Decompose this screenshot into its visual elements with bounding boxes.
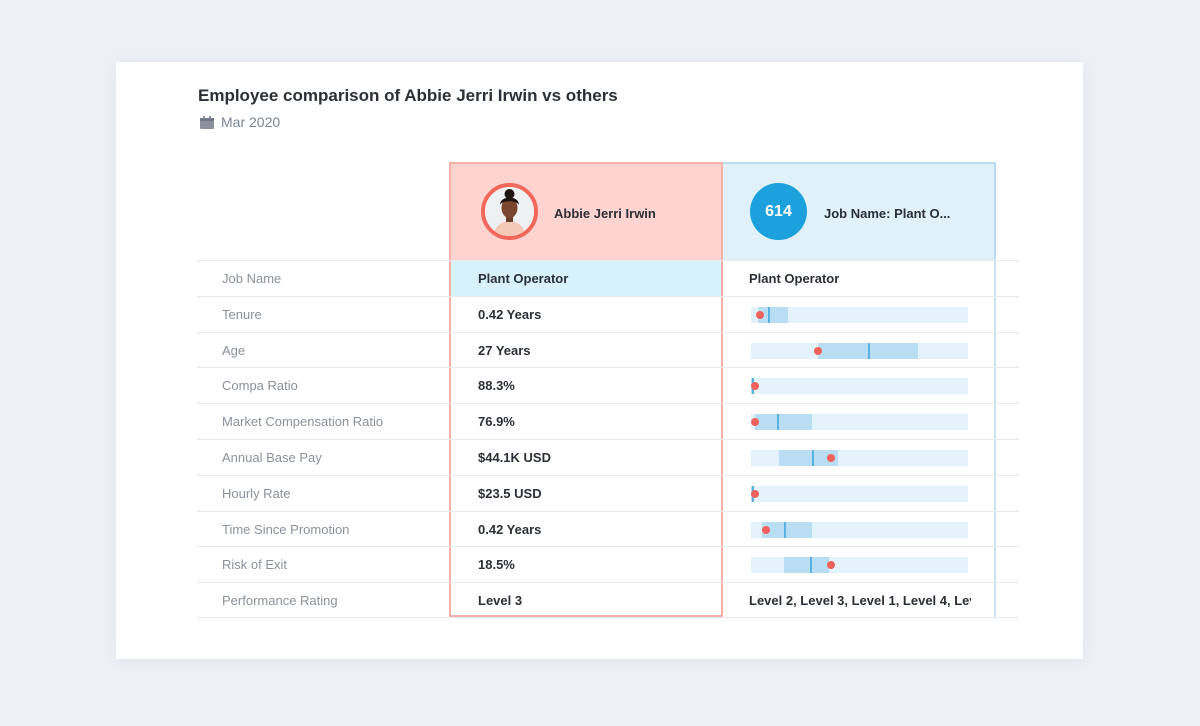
calendar-icon: [200, 115, 214, 129]
comparison-cell: [723, 368, 996, 404]
table-row: Market Compensation Ratio 76.9%: [197, 403, 1019, 439]
distribution-track[interactable]: [751, 557, 968, 574]
employee-marker: [751, 382, 759, 391]
job-header: 614 Job Name: Plant O...: [723, 162, 996, 261]
comparison-cell: [723, 475, 996, 511]
row-label: Performance Rating: [222, 593, 338, 609]
table-row: Performance Rating Level 3 Level 2, Level …: [197, 582, 1019, 618]
comparison-cell: [723, 404, 996, 439]
job-name-label[interactable]: Job Name: Plant O...: [824, 206, 951, 221]
row-label: Tenure: [222, 306, 262, 322]
employee-value: 0.42 Years: [449, 511, 723, 547]
median-marker: [768, 306, 771, 323]
table-row: Hourly Rate $23.5 USD: [197, 474, 1019, 511]
employee-marker: [751, 418, 760, 427]
comparison-cell: [723, 332, 996, 368]
comparison-cell: [723, 511, 996, 547]
distribution-range: [761, 521, 812, 538]
comparison-table: Job Name Plant Operator Plant Operator Tenu…: [197, 260, 1019, 618]
distribution-track[interactable]: [751, 414, 968, 431]
table-row: Tenure 0.42 Years: [197, 295, 1019, 332]
median-marker: [811, 449, 814, 466]
distribution-track[interactable]: [751, 521, 968, 538]
employee-marker: [762, 525, 771, 534]
employee-marker: [814, 346, 823, 355]
employee-avatar[interactable]: [481, 183, 538, 240]
table-row: Annual Base Pay $44.1K USD: [197, 438, 1019, 475]
employee-value: 88.3%: [449, 368, 723, 404]
median-marker: [783, 521, 786, 538]
employee-value: $44.1K USD: [449, 439, 723, 475]
employee-marker: [755, 310, 764, 319]
distribution-range: [755, 414, 812, 431]
median-marker: [868, 342, 871, 359]
employee-name: Abbie Jerri Irwin: [554, 206, 656, 221]
table-row: Age 27 Years: [197, 331, 1019, 368]
table-row: Compa Ratio 88.3%: [197, 367, 1019, 404]
row-label: Hourly Rate: [222, 485, 291, 501]
table-row: Job Name Plant Operator Plant Operator: [197, 260, 1019, 296]
distribution-track[interactable]: [751, 449, 968, 466]
job-count-badge: 614: [750, 183, 807, 240]
table-row: Risk of Exit 18.5%: [197, 546, 1019, 583]
distribution-track[interactable]: [751, 378, 968, 395]
table-row: Time Since Promotion 0.42 Years: [197, 510, 1019, 547]
date-label: Mar 2020: [200, 114, 280, 130]
employee-value: 27 Years: [449, 332, 723, 368]
page-title: Employee comparison of Abbie Jerri Irwin…: [198, 86, 618, 105]
comparison-text: Plant Operator: [749, 271, 840, 286]
employee-marker: [827, 561, 836, 570]
comparison-cell: [723, 296, 996, 332]
comparison-cell: [723, 547, 996, 583]
row-label: Market Compensation Ratio: [222, 414, 384, 430]
distribution-range: [783, 557, 830, 574]
row-label: Annual Base Pay: [222, 449, 322, 465]
row-label: Compa Ratio: [222, 378, 298, 394]
employee-marker: [827, 453, 836, 462]
median-marker: [809, 557, 812, 574]
distribution-track[interactable]: [751, 342, 968, 359]
row-label: Job Name: [222, 271, 282, 286]
median-marker: [777, 414, 780, 431]
comparison-text: Level 2, Level 3, Level 1, Level 4, Lev.…: [749, 593, 971, 609]
employee-marker: [751, 489, 759, 498]
row-label: Risk of Exit: [222, 557, 288, 573]
distribution-track[interactable]: [751, 306, 968, 323]
employee-value: Level 3: [449, 583, 723, 617]
date-text: Mar 2020: [221, 114, 281, 130]
employee-value: 18.5%: [449, 547, 723, 583]
distribution-range: [757, 306, 788, 323]
distribution-track[interactable]: [751, 485, 968, 502]
employee-value: Plant Operator: [449, 261, 723, 296]
employee-header: Abbie Jerri Irwin: [449, 162, 723, 261]
employee-value: 0.42 Years: [449, 296, 723, 332]
comparison-cell: Plant Operator: [723, 261, 996, 296]
employee-value: $23.5 USD: [449, 475, 723, 511]
comparison-cell: [723, 439, 996, 475]
comparison-card: Employee comparison of Abbie Jerri Irwin…: [116, 62, 1083, 659]
row-label: Age: [222, 342, 246, 358]
row-label: Time Since Promotion: [222, 521, 350, 537]
employee-value: 76.9%: [449, 404, 723, 439]
distribution-range: [779, 449, 838, 466]
comparison-cell: Level 2, Level 3, Level 1, Level 4, Lev.…: [723, 583, 996, 617]
